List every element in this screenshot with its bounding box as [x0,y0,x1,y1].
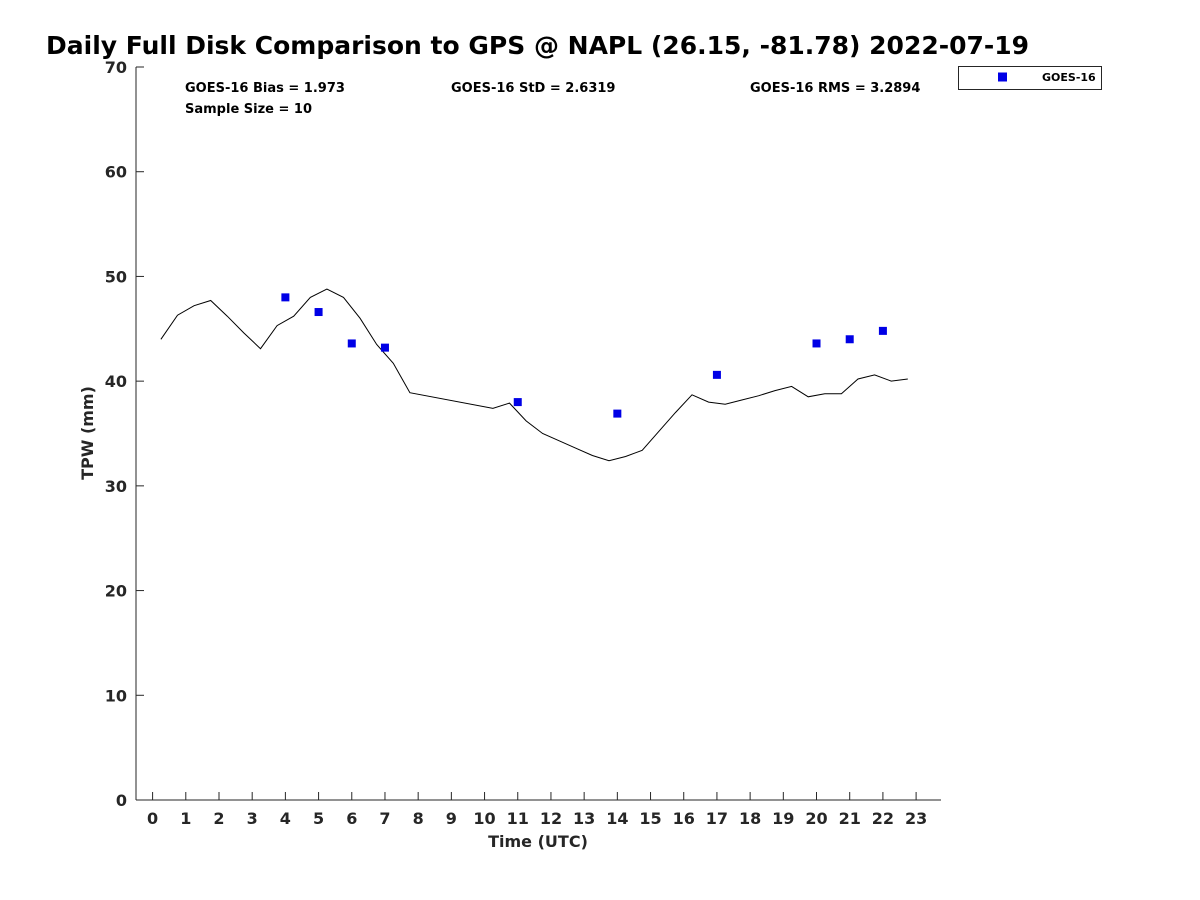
x-tick-label: 10 [473,809,495,828]
x-axis-ticks: 0 1 2 3 4 5 6 7 8 9 10 11 12 13 14 15 16 17 18 19 20 21 22 23 [147,792,927,828]
y-tick-label: 40 [105,372,127,391]
goes16-data-point [513,398,522,407]
sample-size-annotation: Sample Size = 10 [185,102,312,117]
x-tick-label: 9 [446,809,457,828]
x-tick-label: 11 [507,809,529,828]
x-tick-label: 22 [872,809,894,828]
legend: GOES-16 [958,66,1102,90]
y-tick-label: 50 [105,267,127,286]
x-tick-label: 3 [247,809,258,828]
x-tick-label: 18 [739,809,761,828]
x-tick-label: 19 [772,809,794,828]
x-tick-label: 21 [839,809,861,828]
y-axis-ticks: 0 10 20 30 40 50 60 70 [105,58,144,810]
x-tick-label: 23 [905,809,927,828]
x-tick-label: 8 [413,809,424,828]
x-tick-label: 12 [540,809,562,828]
statistics-annotations: GOES-16 Bias = 1.973 GOES-16 StD = 2.631… [185,81,920,117]
y-tick-label: 10 [105,686,127,705]
x-tick-label: 13 [573,809,595,828]
x-tick-label: 15 [639,809,661,828]
y-tick-label: 70 [105,58,127,77]
goes16-data-point [347,339,356,348]
y-tick-label: 30 [105,477,127,496]
gps-tpw-line [160,288,908,462]
x-tick-label: 4 [280,809,291,828]
goes16-data-point [613,409,622,418]
std-annotation: GOES-16 StD = 2.6319 [451,81,615,96]
legend-marker-goes16 [998,72,1007,82]
x-tick-label: 5 [313,809,324,828]
bias-annotation: GOES-16 Bias = 1.973 [185,81,345,96]
x-axis-label: Time (UTC) [488,832,588,851]
series-points [281,293,887,418]
x-tick-label: 1 [180,809,191,828]
x-tick-label: 17 [706,809,728,828]
x-tick-label: 16 [673,809,695,828]
x-tick-label: 20 [805,809,827,828]
x-tick-label: 6 [346,809,357,828]
rms-annotation: GOES-16 RMS = 3.2894 [750,81,920,96]
x-tick-label: 0 [147,809,158,828]
goes16-data-point [712,370,721,379]
series-lines [160,288,908,462]
goes16-data-point [878,326,887,335]
legend-box [958,66,1102,90]
goes16-data-point [314,308,323,317]
legend-label-goes16: GOES-16 [1042,71,1096,84]
y-axis-label: TPW (mm) [78,386,97,480]
y-tick-label: 0 [116,791,127,810]
goes16-data-point [845,335,854,344]
x-tick-label: 14 [606,809,628,828]
x-tick-label: 2 [213,809,224,828]
y-tick-label: 20 [105,582,127,601]
y-tick-label: 60 [105,163,127,182]
chart-title: Daily Full Disk Comparison to GPS @ NAPL… [46,31,1029,60]
x-tick-label: 7 [379,809,390,828]
goes16-data-point [812,339,821,348]
goes16-data-point [380,343,389,352]
goes16-data-point [281,293,290,302]
